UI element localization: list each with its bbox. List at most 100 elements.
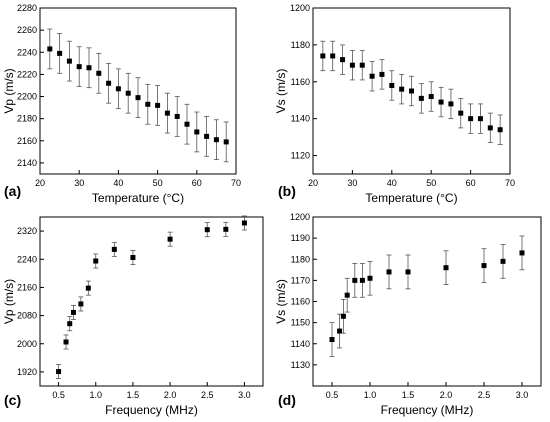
data-point [379, 71, 385, 77]
x-tick-label: 2.0 [164, 390, 177, 400]
x-tick-label: 1.5 [127, 390, 140, 400]
data-point [155, 102, 161, 108]
data-point [405, 269, 411, 275]
data-point [340, 313, 346, 319]
data-point [458, 110, 464, 116]
y-tick-label: 2260 [17, 25, 37, 35]
data-point [78, 301, 84, 307]
x-tick-label: 0.5 [52, 390, 65, 400]
data-point [57, 50, 63, 56]
data-point [399, 86, 405, 92]
x-tick-label: 20 [35, 178, 45, 188]
data-point [241, 220, 247, 226]
x-tick-label: 30 [74, 178, 84, 188]
data-point [174, 113, 180, 119]
y-tick-label: 1200 [290, 212, 310, 222]
data-point [66, 58, 72, 64]
y-tick-label: 1160 [291, 77, 310, 87]
data-point [481, 263, 487, 269]
x-tick-label: 2.5 [478, 390, 491, 400]
y-tick-label: 2160 [17, 282, 37, 292]
data-point [115, 86, 121, 92]
y-tick-label: 1150 [291, 318, 310, 328]
y-tick-label: 2220 [17, 69, 37, 79]
y-tick-label: 1170 [291, 275, 310, 285]
data-point [213, 137, 219, 143]
data-point [184, 121, 190, 127]
plot-frame [39, 216, 264, 387]
data-point [47, 46, 53, 52]
data-point [340, 57, 346, 63]
data-point [389, 82, 395, 88]
data-point [359, 62, 365, 68]
data-point [320, 53, 326, 59]
y-tick-label: 2160 [17, 136, 37, 146]
x-axis-title: Temperature (°C) [365, 191, 457, 205]
x-tick-label: 40 [113, 178, 123, 188]
y-tick-label: 1180 [291, 254, 310, 264]
data-point [329, 337, 335, 343]
data-point [194, 129, 200, 135]
x-tick-label: 60 [466, 178, 476, 188]
y-tick-label: 1140 [291, 339, 310, 349]
x-tick-label: 1.0 [89, 390, 102, 400]
y-tick-label: 1130 [291, 360, 310, 370]
data-point [497, 127, 503, 133]
data-point [56, 369, 62, 375]
x-tick-label: 0.5 [326, 390, 339, 400]
x-tick-label: 1.5 [402, 390, 415, 400]
y-tick-label: 1120 [291, 151, 310, 161]
x-axis-title: Frequency (MHz) [381, 403, 474, 417]
data-point [63, 339, 69, 345]
data-point [448, 101, 454, 107]
data-point [428, 94, 434, 100]
data-point [367, 275, 373, 281]
y-tick-label: 2240 [17, 254, 37, 264]
data-point [386, 269, 392, 275]
data-point [135, 95, 141, 101]
data-point [418, 95, 424, 101]
data-point [359, 277, 365, 283]
y-tick-label: 2140 [17, 158, 37, 168]
x-tick-label: 60 [192, 178, 202, 188]
data-point [145, 101, 151, 107]
data-point [130, 254, 136, 260]
data-point [111, 246, 117, 252]
y-tick-label: 2080 [17, 311, 37, 321]
data-point [352, 277, 358, 283]
y-tick-label: 2000 [17, 339, 37, 349]
data-point [125, 90, 131, 96]
x-tick-label: 50 [153, 178, 163, 188]
panel-label: (a) [4, 183, 21, 199]
plot-frame [312, 7, 511, 175]
data-point [477, 116, 483, 122]
data-point [349, 62, 355, 68]
data-point [223, 226, 229, 232]
x-tick-label: 70 [231, 178, 241, 188]
y-tick-label: 2240 [17, 47, 37, 57]
y-tick-label: 1190 [291, 233, 310, 243]
y-tick-label: 2320 [17, 226, 37, 236]
x-axis-title: Frequency (MHz) [105, 403, 198, 417]
y-tick-label: 2180 [17, 114, 37, 124]
data-point [85, 285, 91, 291]
data-point [468, 116, 474, 122]
data-point [167, 236, 173, 242]
data-point [70, 309, 76, 315]
x-tick-label: 1.0 [364, 390, 377, 400]
data-point [96, 70, 102, 76]
y-axis-title: Vp (m/s) [2, 279, 16, 324]
y-tick-label: 2280 [17, 3, 37, 13]
data-point [337, 328, 343, 334]
x-tick-label: 2.0 [440, 390, 453, 400]
data-point [223, 139, 229, 145]
y-axis-title: Vp (m/s) [2, 68, 16, 113]
data-point [204, 227, 210, 233]
data-point [519, 250, 525, 256]
data-point [93, 258, 99, 264]
data-point [443, 265, 449, 271]
y-axis-title: Vs (m/s) [274, 69, 288, 114]
data-point [86, 65, 92, 71]
y-tick-label: 2200 [17, 92, 37, 102]
